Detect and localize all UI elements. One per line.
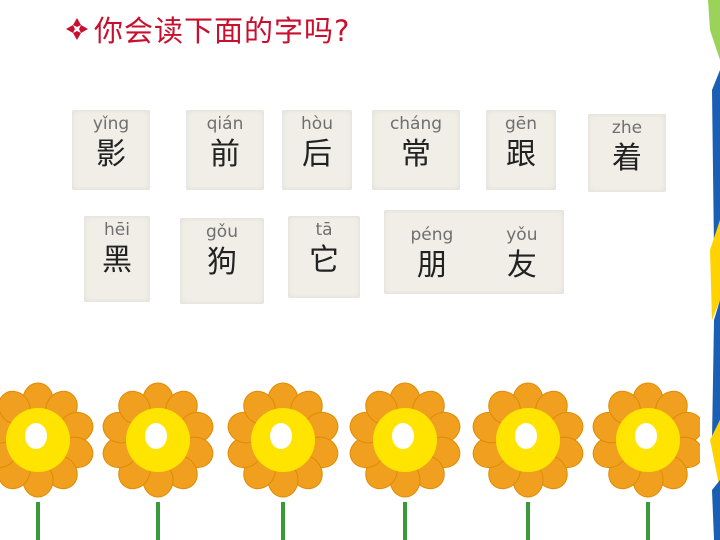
char-card-chang: cháng 常	[372, 110, 460, 190]
hanzi-label: 朋	[416, 248, 447, 283]
hanzi-label: 它	[309, 243, 339, 278]
pinyin-label: hòu	[301, 114, 333, 134]
hanzi-label: 常	[401, 137, 431, 172]
title-text: 你会读下面的字吗?	[94, 14, 351, 48]
char-card-hei: hēi 黑	[84, 216, 150, 302]
hanzi-label: 后	[302, 137, 332, 172]
slide-title: 你会读下面的字吗?	[64, 8, 350, 50]
pinyin-label: yǐng	[92, 114, 130, 134]
flower-4	[345, 382, 465, 540]
hanzi-label: 狗	[207, 245, 237, 280]
hanzi-label: 影	[96, 137, 126, 172]
hanzi-label: 着	[612, 141, 642, 176]
pinyin-label: qián	[206, 114, 244, 134]
word-part-peng: péng 朋	[410, 221, 453, 283]
pinyin-label: zhe	[611, 118, 643, 138]
word-card-pengyou: péng 朋 yǒu 友	[384, 210, 564, 294]
char-card-ta: tā 它	[288, 216, 360, 298]
flower-6	[588, 382, 700, 540]
flower-3	[223, 382, 343, 540]
char-card-ying: yǐng 影	[72, 110, 150, 190]
char-card-zhe: zhe 着	[588, 114, 666, 192]
pinyin-label: gēn	[504, 114, 538, 134]
flower-2	[98, 382, 218, 540]
pinyin-label: tā	[315, 220, 333, 240]
flower-1	[0, 382, 98, 540]
char-card-qian: qián 前	[186, 110, 264, 190]
hanzi-label: 前	[210, 137, 240, 172]
pinyin-label: cháng	[389, 114, 443, 134]
pinyin-label: yǒu	[506, 225, 538, 245]
char-card-hou: hòu 后	[282, 110, 352, 190]
pinyin-label: hēi	[104, 220, 130, 240]
diamond-bullet-icon	[66, 18, 88, 40]
hanzi-label: 黑	[102, 243, 132, 278]
pinyin-label: péng	[410, 225, 454, 245]
char-card-gen: gēn 跟	[486, 110, 556, 190]
word-part-you: yǒu 友	[506, 221, 537, 283]
decorative-stripe	[702, 0, 720, 540]
hanzi-label: 跟	[506, 137, 536, 172]
char-card-gou: gǒu 狗	[180, 218, 264, 304]
pinyin-label: gǒu	[206, 222, 238, 242]
flower-5	[468, 382, 588, 540]
flower-border	[0, 382, 700, 540]
hanzi-label: 友	[506, 248, 537, 283]
